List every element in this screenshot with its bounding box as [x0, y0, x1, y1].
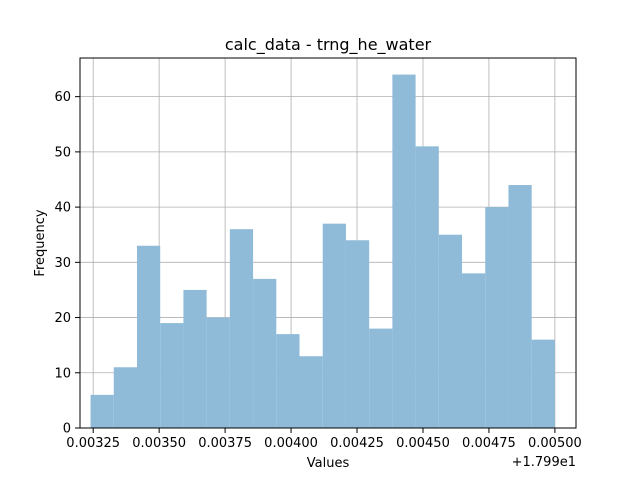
y-tick-label: 30	[54, 256, 71, 271]
histogram-bar	[322, 223, 346, 428]
histogram-bar	[508, 185, 532, 428]
histogram-bar	[136, 245, 161, 428]
x-tick-label: 0.00475	[462, 436, 516, 451]
histogram-bar	[485, 207, 509, 428]
y-tick-label: 50	[54, 145, 71, 160]
histogram-bar	[462, 273, 486, 428]
histogram-bar	[299, 356, 323, 428]
histogram-bars	[90, 74, 555, 428]
y-tick-label: 10	[54, 366, 71, 381]
y-tick-label: 20	[54, 311, 71, 326]
y-tick-label: 0	[63, 422, 71, 437]
y-tick-label: 60	[54, 90, 71, 105]
histogram-bar	[113, 367, 137, 428]
x-tick-label: 0.00375	[198, 436, 252, 451]
x-tick-label: 0.00500	[528, 436, 582, 451]
histogram-bar	[160, 323, 184, 428]
histogram-bar	[369, 328, 393, 428]
histogram-bar	[438, 234, 463, 428]
histogram-bar	[415, 146, 439, 428]
histogram-bar	[392, 74, 416, 428]
histogram-bar	[90, 394, 114, 428]
x-tick-label: 0.00425	[330, 436, 384, 451]
histogram-bar	[345, 240, 370, 428]
chart-title: calc_data - trng_he_water	[225, 35, 432, 55]
histogram-bar	[229, 229, 254, 428]
axis-ticks: 0.00325 0.00350 0.00375 0.00400 0.00425 0.004…	[54, 90, 581, 451]
x-tick-label: 0.00400	[264, 436, 318, 451]
y-axis-label: Frequency	[33, 209, 48, 276]
histogram-bar	[206, 317, 230, 428]
y-tick-label: 40	[54, 201, 71, 216]
x-tick-label: 0.00450	[396, 436, 450, 451]
x-tick-label: 0.00325	[66, 436, 120, 451]
x-axis-label: Values	[307, 456, 350, 471]
histogram-bar	[253, 278, 277, 428]
histogram-bar	[531, 339, 555, 428]
x-tick-label: 0.00350	[132, 436, 186, 451]
x-axis-offset-label: +1.799e1	[512, 455, 576, 470]
histogram-bar	[276, 334, 300, 428]
histogram-bar	[183, 289, 207, 428]
plot-frame	[79, 57, 577, 429]
